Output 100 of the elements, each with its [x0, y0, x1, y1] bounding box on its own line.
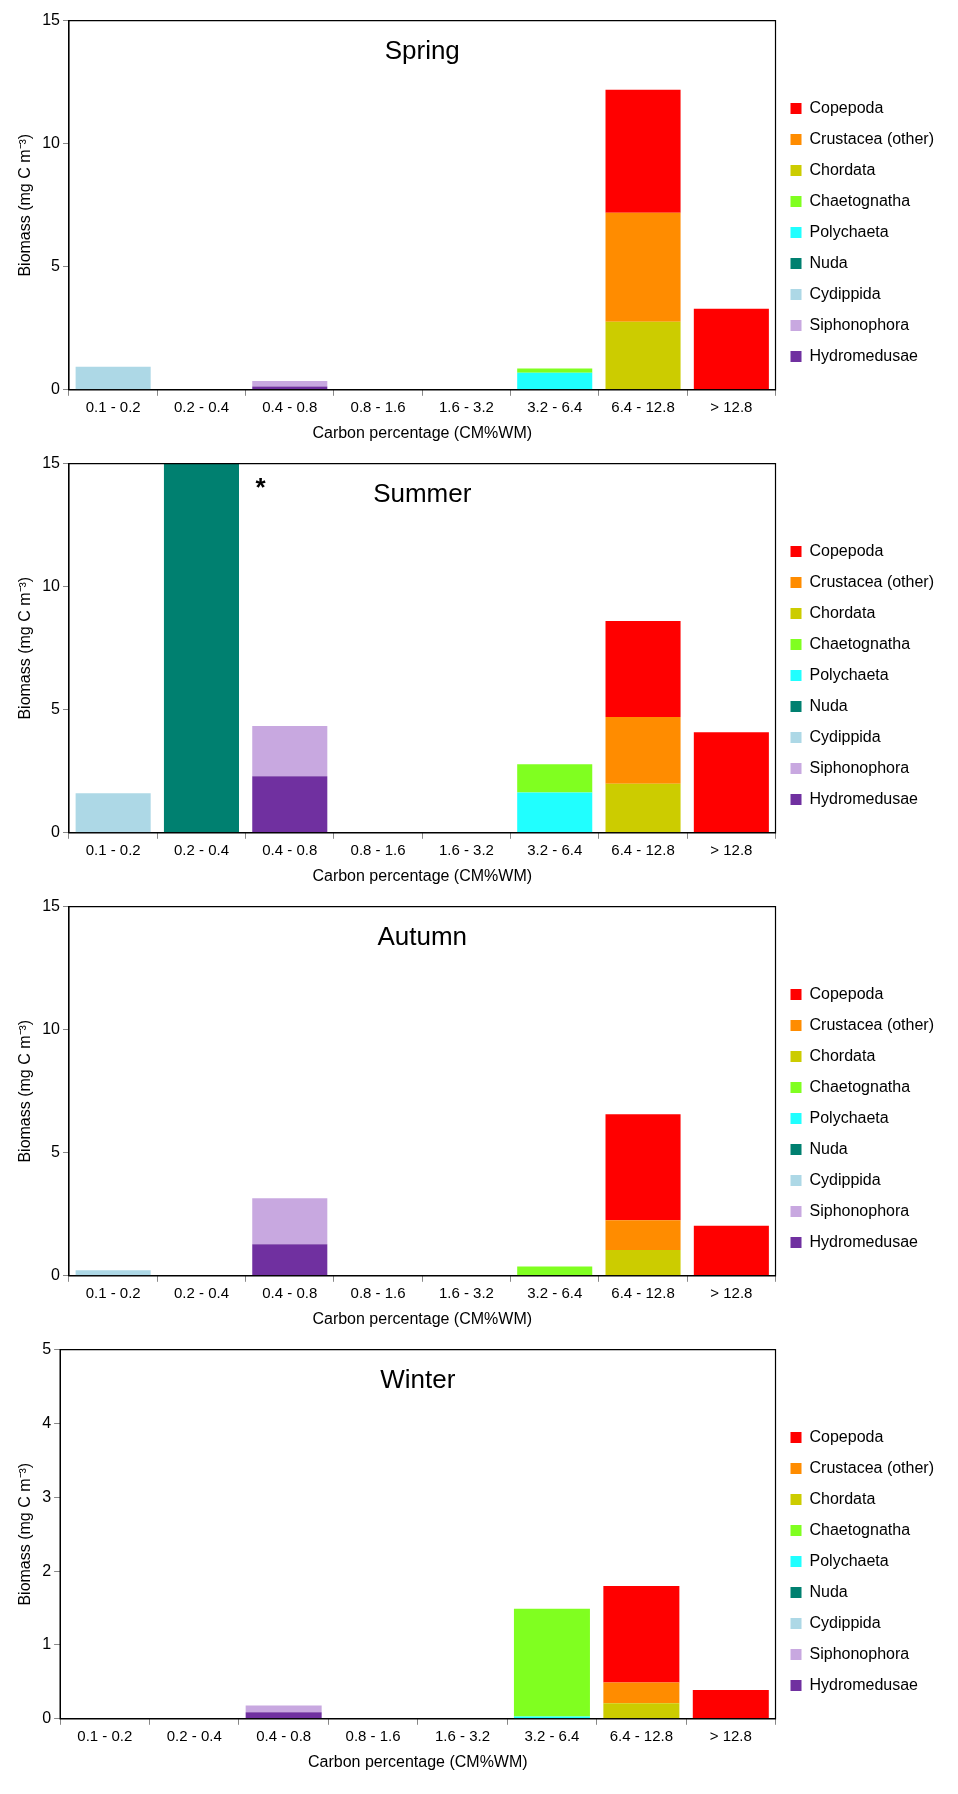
bar — [517, 764, 593, 793]
y-axis-title: Biomass (mg C m⁻³) — [16, 576, 34, 720]
x-tick-label: 0.2 - 0.4 — [173, 397, 229, 415]
legend-label: Copepoda — [809, 1427, 884, 1445]
legend-label: Hydromedusae — [809, 1232, 919, 1250]
x-tick-label: 0.8 - 1.6 — [350, 840, 406, 858]
x-axis-title: Carbon percentage (CM%WM) — [312, 1309, 533, 1327]
y-tick-label: 15 — [42, 454, 61, 472]
legend-label: Polychaeta — [809, 1551, 889, 1569]
legend-label: Hydromedusae — [809, 346, 919, 364]
x-tick-label: 1.6 - 3.2 — [438, 840, 494, 858]
y-tick-label: 5 — [51, 257, 61, 275]
legend-label: Copepoda — [809, 541, 884, 559]
legend-label: Siphonophora — [809, 315, 910, 333]
bar — [605, 1220, 681, 1250]
legend-label: Chaetognatha — [809, 191, 911, 209]
x-tick-label: 6.4 - 12.8 — [611, 840, 675, 858]
y-tick-label: 0 — [51, 380, 61, 398]
x-tick-label: 3.2 - 6.4 — [527, 840, 583, 858]
x-tick-label: 0.1 - 0.2 — [85, 397, 141, 415]
x-tick-label: 1.6 - 3.2 — [434, 1726, 491, 1744]
x-tick-label: 0.4 - 0.8 — [262, 1283, 318, 1301]
legend-label: Chaetognatha — [809, 634, 911, 652]
y-axis-title: Biomass (mg C m⁻³) — [16, 133, 34, 277]
bar — [605, 783, 681, 833]
x-tick-label: 1.6 - 3.2 — [438, 1283, 494, 1301]
legend-label: Cydippida — [809, 727, 881, 745]
y-axis-title: Biomass (mg C m⁻³) — [16, 1462, 34, 1606]
x-tick-label: 0.8 - 1.6 — [345, 1726, 401, 1744]
bar — [517, 792, 593, 833]
x-tick-label: 0.2 - 0.4 — [173, 840, 229, 858]
y-axis-title: Biomass (mg C m⁻³) — [16, 1019, 34, 1163]
text: Spring — [384, 34, 460, 65]
legend-label: Polychaeta — [809, 1108, 889, 1126]
x-tick-label: 6.4 - 12.8 — [611, 397, 675, 415]
legend-label: Copepoda — [809, 98, 884, 116]
bar — [163, 463, 239, 833]
bar — [692, 1690, 769, 1719]
legend-label: Hydromedusae — [809, 789, 919, 807]
x-axis-title: Carbon percentage (CM%WM) — [312, 423, 533, 441]
y-tick-label: 10 — [42, 577, 61, 595]
bar — [603, 1585, 680, 1683]
bar — [75, 793, 151, 833]
y-tick-label: 0 — [42, 1709, 52, 1727]
text: Summer — [373, 477, 472, 508]
y-tick-label: 5 — [51, 1143, 61, 1161]
bar — [605, 620, 681, 718]
x-tick-label: 0.8 - 1.6 — [350, 397, 406, 415]
legend-label: Hydromedusae — [809, 1675, 919, 1693]
text: Winter — [380, 1363, 456, 1394]
bar — [252, 776, 328, 833]
bar — [517, 1266, 593, 1276]
y-tick-label: 0 — [51, 823, 61, 841]
x-tick-label: 0.1 - 0.2 — [85, 1283, 141, 1301]
bar — [252, 1198, 328, 1245]
x-axis-title: Carbon percentage (CM%WM) — [312, 866, 533, 884]
bar — [693, 308, 769, 390]
x-tick-label: 1.6 - 3.2 — [438, 397, 494, 415]
legend-label: Copepoda — [809, 984, 884, 1002]
x-tick-label: 0.2 - 0.4 — [173, 1283, 229, 1301]
legend-label: Cydippida — [809, 1170, 881, 1188]
x-tick-label: > 12.8 — [710, 840, 753, 858]
legend-label: Polychaeta — [809, 665, 889, 683]
x-tick-label: > 12.8 — [710, 1283, 753, 1301]
legend-label: Siphonophora — [809, 1644, 910, 1662]
bar — [605, 321, 681, 390]
y-tick-label: 0 — [51, 1266, 61, 1284]
legend-label: Nuda — [809, 1582, 848, 1600]
legend-label: Chordata — [809, 1489, 876, 1507]
legend-label: Chaetognatha — [809, 1077, 911, 1095]
x-tick-label: 0.4 - 0.8 — [262, 397, 318, 415]
x-tick-label: 0.1 - 0.2 — [85, 840, 141, 858]
bar — [252, 1244, 328, 1276]
x-tick-label: 3.2 - 6.4 — [527, 1283, 583, 1301]
x-tick-label: 3.2 - 6.4 — [524, 1726, 580, 1744]
bar — [517, 368, 593, 373]
x-tick-label: 3.2 - 6.4 — [527, 397, 583, 415]
bar — [252, 380, 328, 387]
y-tick-label: 15 — [42, 897, 61, 915]
bar — [605, 1114, 681, 1221]
legend-label: Nuda — [809, 253, 848, 271]
bar — [75, 366, 151, 390]
bar — [252, 725, 328, 777]
legend-label: Cydippida — [809, 1613, 881, 1631]
bar — [605, 1249, 681, 1276]
y-tick-label: 3 — [42, 1487, 52, 1505]
x-tick-label: 0.1 - 0.2 — [77, 1726, 133, 1744]
legend-label: Cydippida — [809, 284, 881, 302]
legend-label: Siphonophora — [809, 758, 910, 776]
x-tick-label: 6.4 - 12.8 — [611, 1283, 675, 1301]
legend-label: Siphonophora — [809, 1201, 910, 1219]
legend-label: Crustacea (other) — [809, 1015, 935, 1033]
y-tick-label: 1 — [42, 1635, 52, 1653]
legend-label: Crustacea (other) — [809, 1458, 935, 1476]
legend-label: Crustacea (other) — [809, 129, 935, 147]
legend-label: Chordata — [809, 1046, 876, 1064]
x-tick-label: > 12.8 — [709, 1726, 752, 1744]
bar — [605, 212, 681, 322]
bar — [517, 372, 593, 390]
legend-label: Crustacea (other) — [809, 572, 935, 590]
